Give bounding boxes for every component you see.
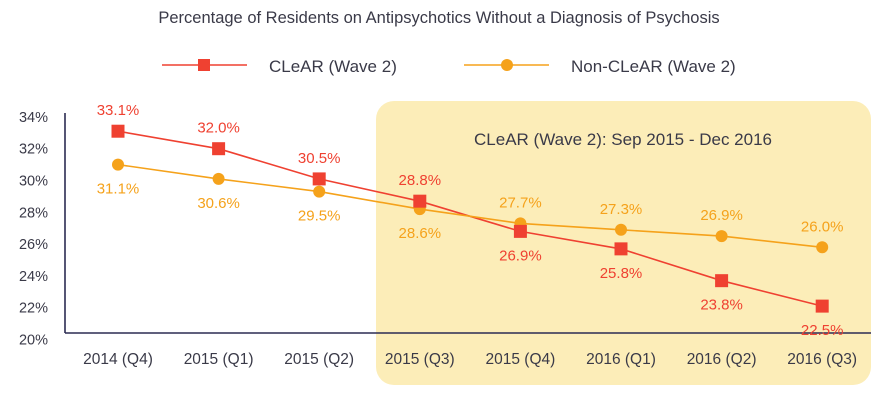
x-axis-ticks: 2014 (Q4) 2015 (Q1) 2015 (Q2) 2015 (Q3) 2015… <box>83 351 857 368</box>
y-tick-label: 34% <box>19 110 48 126</box>
data-label-nonclear: 26.9% <box>700 207 743 224</box>
marker-nonclear <box>615 223 627 236</box>
legend-label-nonclear: Non-CLeAR (Wave 2) <box>571 57 736 76</box>
y-axis-ticks: 20% 22% 24% 26% 28% 30% 32% 34% <box>19 110 48 349</box>
x-tick-label: 2016 (Q1) <box>586 351 656 368</box>
x-tick-label: 2016 (Q3) <box>787 351 857 368</box>
marker-nonclear <box>313 185 326 198</box>
data-label-nonclear: 26.0% <box>801 218 844 235</box>
legend-marker-nonclear <box>501 59 513 71</box>
marker-clear <box>413 194 427 208</box>
marker-clear <box>815 299 829 313</box>
data-label-nonclear: 27.7% <box>499 194 542 211</box>
data-label-nonclear: 30.6% <box>197 195 240 212</box>
x-tick-label: 2016 (Q2) <box>687 351 757 368</box>
y-tick-label: 28% <box>19 205 48 221</box>
data-label-clear: 32.0% <box>197 120 240 137</box>
data-label-clear: 22.5% <box>801 322 844 339</box>
data-label-clear: 33.1% <box>97 102 140 119</box>
y-tick-label: 26% <box>19 237 48 253</box>
marker-clear <box>212 142 226 156</box>
legend-item-nonclear: Non-CLeAR (Wave 2) <box>464 57 736 76</box>
chart-title: Percentage of Residents on Antipsychotic… <box>158 9 719 27</box>
series-line-nonclear <box>117 163 823 249</box>
legend-marker-clear <box>198 59 210 71</box>
data-label-clear: 26.9% <box>499 247 542 264</box>
data-label-clear: 23.8% <box>700 297 743 314</box>
highlight-annotation: CLeAR (Wave 2): Sep 2015 - Dec 2016 <box>474 130 772 149</box>
axes <box>64 113 871 334</box>
data-label-nonclear: 29.5% <box>298 208 341 225</box>
y-tick-label: 24% <box>19 269 48 285</box>
data-label-clear: 30.5% <box>298 150 341 167</box>
marker-clear <box>513 224 527 238</box>
data-labels: 33.1% 31.1% 32.0% 30.6% 30.5% 29.5% 28.8% 28.6%… <box>97 102 844 339</box>
y-tick-label: 32% <box>19 142 48 158</box>
legend-label-clear: CLeAR (Wave 2) <box>269 57 397 76</box>
data-label-nonclear: 27.3% <box>600 201 643 218</box>
y-tick-label: 22% <box>19 301 48 317</box>
x-tick-label: 2015 (Q1) <box>184 351 254 368</box>
x-tick-label: 2015 (Q2) <box>284 351 354 368</box>
marker-nonclear <box>112 158 124 171</box>
marker-clear <box>312 172 326 186</box>
marker-nonclear <box>715 230 728 243</box>
data-markers <box>111 124 829 313</box>
data-label-nonclear: 28.6% <box>399 225 442 242</box>
marker-nonclear <box>816 241 829 254</box>
x-tick-label: 2014 (Q4) <box>83 351 153 368</box>
marker-clear <box>715 274 729 288</box>
x-tick-label: 2015 (Q4) <box>486 351 556 368</box>
legend: CLeAR (Wave 2) Non-CLeAR (Wave 2) <box>162 57 736 76</box>
series-lines <box>117 130 823 307</box>
marker-clear <box>111 124 125 138</box>
legend-item-clear: CLeAR (Wave 2) <box>162 57 397 76</box>
data-label-clear: 25.8% <box>600 265 643 282</box>
y-tick-label: 20% <box>19 333 48 349</box>
marker-nonclear <box>212 172 225 185</box>
marker-clear <box>614 242 628 256</box>
y-tick-label: 30% <box>19 174 48 190</box>
x-tick-label: 2015 (Q3) <box>385 351 455 368</box>
data-label-clear: 28.8% <box>399 172 442 189</box>
data-label-nonclear: 31.1% <box>97 181 140 198</box>
